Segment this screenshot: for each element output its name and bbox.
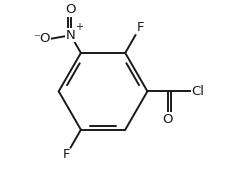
Text: ⁻O: ⁻O [33,32,50,45]
Text: O: O [162,113,172,126]
Text: Cl: Cl [190,85,203,98]
Text: +: + [75,22,83,32]
Text: F: F [136,21,143,34]
Text: O: O [65,3,76,16]
Text: F: F [62,148,69,161]
Text: N: N [65,29,75,42]
